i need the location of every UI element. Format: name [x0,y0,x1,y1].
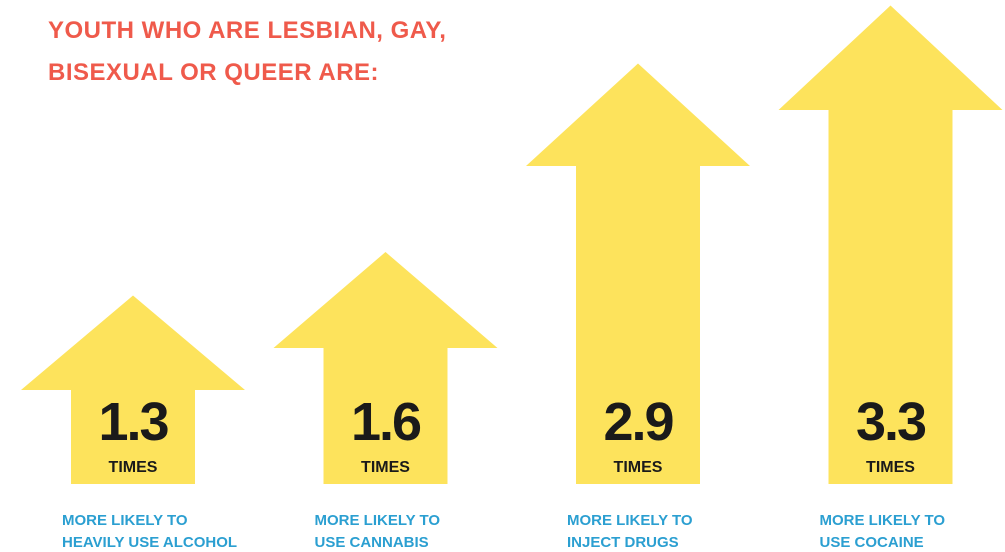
arrow [21,295,245,484]
unit-label: TIMES [109,459,158,476]
arrow [778,5,1003,484]
category-label: USE COCAINE [820,534,924,551]
value-label: 1.6 [351,392,421,452]
arrow [526,63,750,484]
category-label: MORE LIKELY TO [315,512,441,529]
chart-title: YOUTH WHO ARE LESBIAN, GAY, BISEXUAL OR … [48,17,447,86]
value-label: 2.9 [603,392,673,452]
category-label: USE CANNABIS [315,534,429,551]
unit-label: TIMES [614,459,663,476]
category-label: HEAVILY USE ALCOHOL [62,534,237,551]
arrow [273,252,498,484]
category-label: INJECT DRUGS [567,534,679,551]
category-label: MORE LIKELY TO [62,512,188,529]
category-label: MORE LIKELY TO [820,512,946,529]
category-label: MORE LIKELY TO [567,512,693,529]
value-label: 1.3 [98,392,168,452]
unit-label: TIMES [866,459,915,476]
value-label: 3.3 [856,392,926,452]
unit-label: TIMES [361,459,410,476]
